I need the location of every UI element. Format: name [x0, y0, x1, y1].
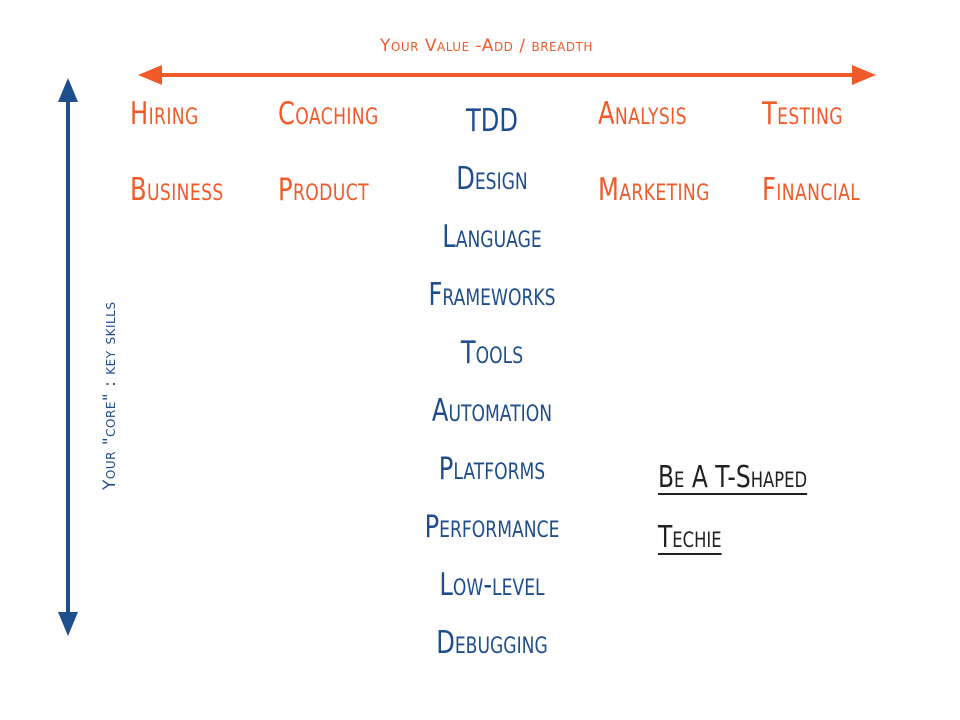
core-skills-list: TDD Design Language Frameworks Tools Aut… — [392, 92, 592, 672]
core-skill-performance: Performance — [424, 509, 560, 545]
tagline-line-2: Techie — [658, 520, 722, 555]
breadth-skill-analysis: Analysis — [598, 96, 687, 132]
core-skill-platforms: Platforms — [438, 451, 546, 487]
breadth-skill-product: Product — [278, 172, 369, 208]
core-skill-design: Design — [456, 161, 528, 197]
core-skill-language: Language — [442, 219, 542, 255]
tagline-line-1: Be A T-Shaped — [658, 460, 808, 495]
core-skill-low-level: Low-level — [439, 567, 545, 603]
breadth-skill-hiring: Hiring — [130, 96, 199, 132]
breadth-axis-label: Your Value -Add / breadth — [380, 36, 593, 56]
breadth-skill-financial: Financial — [762, 172, 861, 208]
breadth-skill-business: Business — [130, 172, 224, 208]
core-skill-frameworks: Frameworks — [428, 277, 556, 313]
core-skill-automation: Automation — [431, 393, 553, 429]
core-skill-tdd: TDD — [465, 103, 519, 139]
breadth-skill-marketing: Marketing — [598, 172, 710, 208]
tagline: Be A T-Shaped Techie — [658, 448, 892, 568]
core-skill-debugging: Debugging — [436, 625, 548, 661]
breadth-skill-coaching: Coaching — [278, 96, 379, 132]
breadth-arrow — [138, 65, 876, 85]
core-axis-label: Your "core" : key skills — [100, 301, 120, 490]
core-skill-tools: Tools — [460, 335, 524, 371]
core-arrow — [58, 78, 78, 636]
breadth-skill-testing: Testing — [762, 96, 843, 132]
